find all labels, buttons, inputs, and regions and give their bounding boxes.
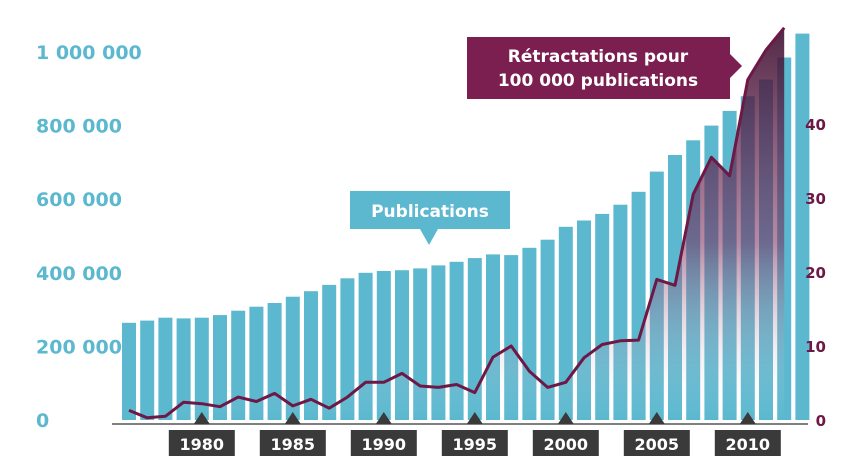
publications-bar (540, 239, 555, 420)
x-tick-box (623, 430, 690, 456)
right-tick-label: 20 (805, 264, 826, 282)
right-tick-label: 30 (805, 190, 826, 208)
x-tick-box (532, 430, 599, 456)
left-tick-label: 800 000 (36, 116, 122, 138)
retractions-area (129, 27, 785, 421)
publications-bar (285, 296, 300, 420)
x-tick-label: 1985 (271, 435, 316, 454)
left-tick-label: 600 000 (36, 189, 122, 211)
x-tick-box (168, 430, 235, 456)
publications-bar (795, 33, 810, 420)
left-tick-label: 200 000 (36, 336, 122, 358)
publications-callout: Publications (350, 191, 510, 245)
right-tick-label: 10 (805, 338, 826, 356)
right-tick-label: 40 (805, 116, 826, 134)
x-tick-label: 1995 (453, 435, 498, 454)
x-tick-label: 2000 (544, 435, 589, 454)
x-axis: 1980 1985 1990 1995 2000 2005 2010 (168, 412, 781, 456)
retractions-callout: Rétractations pour 100 000 publications (467, 37, 742, 99)
x-tick-marker (375, 412, 392, 424)
retractions-callout-line2: 100 000 publications (498, 71, 698, 91)
publications-bar (213, 315, 227, 420)
x-tick-marker (739, 412, 756, 424)
x-tick-marker (648, 412, 665, 424)
right-axis: 0 10 20 30 40 (805, 116, 826, 430)
x-tick-label: 1980 (180, 435, 225, 454)
publications-bar (558, 226, 573, 420)
x-tick-marker (557, 412, 574, 424)
publications-bar (322, 284, 337, 420)
left-axis: 0 200 000 400 000 600 000 800 000 1 000 000 (36, 42, 142, 432)
x-tick-label: 2005 (635, 435, 680, 454)
x-tick-box (714, 430, 781, 456)
x-tick-marker (193, 412, 210, 424)
publications-bar (340, 278, 355, 420)
publications-bar (158, 317, 173, 420)
publications-bar (194, 317, 209, 420)
publications-bar (231, 310, 246, 420)
left-tick-label: 1 000 000 (36, 42, 142, 64)
x-tick-marker (466, 412, 483, 424)
right-tick-label: 0 (816, 412, 826, 430)
left-tick-label: 0 (36, 410, 49, 432)
x-tick-label: 2010 (726, 435, 771, 454)
x-tick-label: 1990 (362, 435, 407, 454)
publications-bar (249, 306, 264, 420)
publications-bar (176, 318, 191, 420)
x-tick-box (350, 430, 417, 456)
publications-callout-label: Publications (371, 202, 489, 222)
publications-bar (304, 291, 318, 420)
publications-bar (449, 261, 464, 420)
x-tick-marker (284, 412, 301, 424)
publications-bar (467, 258, 482, 420)
left-tick-label: 400 000 (36, 263, 122, 285)
x-tick-box (259, 430, 326, 456)
retractions-line (128, 26, 786, 420)
publications-bar (122, 322, 136, 420)
publications-bar (267, 303, 282, 420)
x-tick-box (441, 430, 508, 456)
retractions-callout-line1: Rétractations pour (508, 47, 689, 67)
publications-bar (140, 320, 155, 420)
publications-bar (431, 265, 446, 420)
